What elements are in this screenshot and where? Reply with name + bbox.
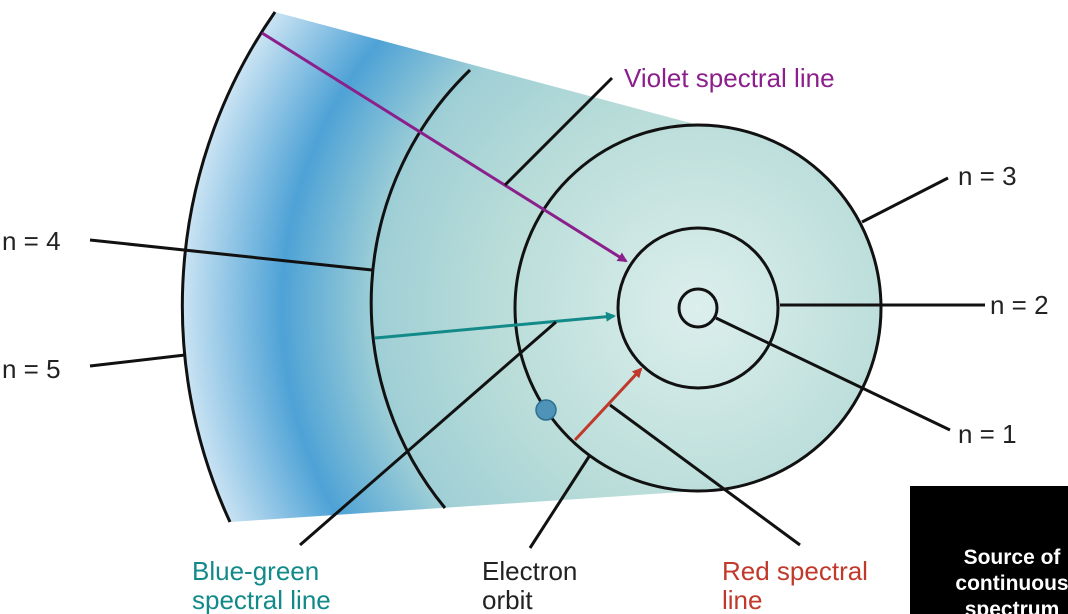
label: n = 1 — [958, 419, 1017, 449]
label: n = 5 — [2, 354, 61, 384]
label: line — [722, 585, 762, 614]
label: Blue-green — [192, 556, 319, 586]
label: Red spectral — [722, 556, 868, 586]
label: Electron — [482, 556, 577, 586]
label: Violet spectral line — [624, 63, 835, 93]
source-label: continuous — [955, 572, 1068, 595]
label: orbit — [482, 585, 533, 614]
label: n = 3 — [958, 161, 1017, 191]
label: n = 4 — [2, 226, 61, 256]
source-label: Source of — [964, 546, 1062, 569]
label: spectral line — [192, 585, 331, 614]
label: n = 2 — [990, 290, 1049, 320]
electron — [536, 400, 556, 420]
leader — [862, 178, 948, 222]
bohr-diagram: Violet spectral line n = 3 n = 4 n = 2 n… — [0, 0, 1068, 614]
leader — [90, 355, 185, 366]
source-label: spectrum — [965, 598, 1060, 614]
